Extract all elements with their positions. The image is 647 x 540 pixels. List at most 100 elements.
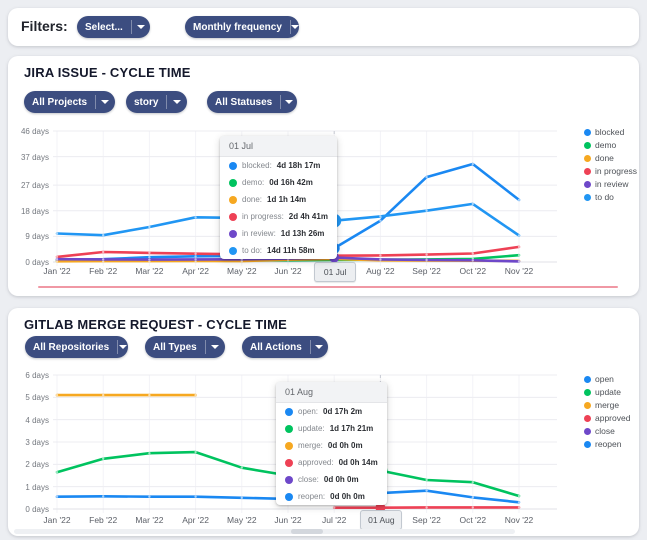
tooltip-row: blocked: 4d 18h 17m (220, 157, 337, 174)
tooltip-series-name: to do: (242, 246, 263, 255)
gitlab-types-label: All Types (153, 341, 197, 353)
gitlab-actions-label: All Actions (250, 341, 302, 353)
legend-item-close[interactable]: close (584, 426, 630, 436)
y-axis-label: 1 days (25, 482, 49, 492)
data-point (194, 258, 197, 261)
legend-label: open (595, 374, 614, 384)
tooltip-series-dot (229, 229, 237, 238)
tooltip-series-name: update: (298, 424, 325, 433)
data-point (471, 481, 474, 484)
jira-projects-dropdown[interactable]: All Projects (24, 91, 115, 113)
data-point (102, 258, 105, 261)
tooltip-series-name: reopen: (298, 492, 326, 501)
legend-dot (584, 167, 591, 175)
legend-label: approved (595, 413, 631, 423)
data-point (471, 496, 474, 499)
jira-statuses-dropdown[interactable]: All Statuses (207, 91, 297, 113)
data-point (240, 466, 243, 469)
tooltip-series-value: 1d 1h 14m (267, 195, 307, 204)
tooltip-header: 01 Jul (220, 136, 337, 157)
tooltip-row: in progress: 2d 4h 41m (220, 208, 337, 225)
x-axis-label: Feb '22 (89, 515, 118, 525)
legend-item-approved[interactable]: approved (584, 413, 630, 423)
legend-item-in-progress[interactable]: in progress (584, 166, 637, 176)
tooltip-row: reopen: 0d 0h 0m (276, 488, 387, 505)
x-axis-label: Jun '22 (274, 266, 302, 276)
legend-label: done (595, 153, 614, 163)
gitlab-actions-dropdown[interactable]: All Actions (242, 336, 328, 358)
jira-cycle-time-card: JIRA ISSUE - CYCLE TIME All Projects sto… (8, 56, 639, 296)
chart-tooltip: 01 Aug open: 0d 17h 2m update: 1d 17h 21m mer… (276, 382, 387, 505)
tooltip-series-value: 14d 11h 58m (267, 246, 315, 255)
legend-dot (584, 128, 591, 136)
data-point (517, 494, 521, 498)
divider (309, 340, 311, 354)
legend-item-open[interactable]: open (584, 374, 630, 384)
tooltip-series-name: in progress: (242, 212, 284, 221)
legend-item-to-do[interactable]: to do (584, 192, 637, 202)
tooltip-series-dot (285, 441, 293, 450)
y-axis-label: 2 days (25, 460, 49, 470)
legend-dot (584, 388, 591, 396)
tooltip-row: open: 0d 17h 2m (276, 403, 387, 420)
legend-item-blocked[interactable]: blocked (584, 127, 637, 137)
x-axis-label: Apr '22 (182, 515, 209, 525)
tooltip-series-value: 1d 13h 26m (280, 229, 325, 238)
legend-item-update[interactable]: update (584, 387, 630, 397)
y-axis-label: 18 days (20, 206, 49, 216)
chevron-down-icon (118, 345, 128, 349)
data-point (55, 260, 59, 263)
filters-label: Filters: (21, 18, 68, 34)
horizontal-scrollbar-track (14, 529, 515, 534)
gitlab-types-dropdown[interactable]: All Types (145, 336, 225, 358)
tooltip-row: merge: 0d 0h 0m (276, 437, 387, 454)
legend-dot (584, 401, 591, 409)
data-point (379, 258, 382, 261)
legend-label: demo (595, 140, 617, 150)
legend-item-reopen[interactable]: reopen (584, 439, 630, 449)
data-point (425, 506, 428, 509)
frequency-dropdown[interactable]: Monthly frequency (185, 16, 299, 38)
legend-item-in-review[interactable]: in review (584, 179, 637, 189)
tooltip-series-dot (229, 212, 237, 221)
horizontal-scrollbar-thumb[interactable] (291, 529, 323, 534)
divider (280, 95, 282, 109)
data-point (102, 393, 105, 397)
data-point (102, 234, 105, 237)
tooltip-row: update: 1d 17h 21m (276, 420, 387, 437)
filter-select-dropdown[interactable]: Select... (77, 16, 150, 38)
data-point (148, 251, 151, 255)
chevron-down-icon (167, 100, 187, 104)
data-point (102, 495, 105, 498)
jira-cycle-time-chart[interactable]: 0 days 9 days 18 days 27 days 37 days 46 days… (8, 56, 639, 296)
y-axis-label: 0 days (25, 258, 49, 267)
legend-label: close (595, 426, 615, 436)
chevron-down-icon (96, 100, 115, 104)
y-axis-label: 27 days (20, 181, 49, 191)
data-point (517, 506, 521, 509)
legend-item-merge[interactable]: merge (584, 400, 630, 410)
jira-issue-type-dropdown[interactable]: story (126, 91, 187, 113)
data-point (425, 489, 428, 492)
legend-dot (584, 375, 591, 383)
legend-dot (584, 193, 591, 201)
chevron-down-icon (132, 25, 150, 29)
data-point (194, 393, 197, 397)
gitlab-repositories-dropdown[interactable]: All Repositories (25, 336, 128, 358)
gitlab-cycle-time-chart[interactable]: 0 days 1 days 2 days 3 days 4 days 5 days 6 da… (8, 308, 639, 536)
data-point (471, 506, 474, 509)
divider (204, 340, 206, 354)
legend-item-demo[interactable]: demo (584, 140, 637, 150)
tooltip-series-name: blocked: (242, 161, 272, 170)
tooltip-series-value: 4d 18h 17m (276, 161, 321, 170)
legend-item-done[interactable]: done (584, 153, 637, 163)
data-point (55, 232, 59, 235)
tooltip-series-value: 0d 17h 2m (323, 407, 363, 416)
data-point (55, 255, 59, 259)
data-point (379, 219, 382, 222)
x-axis-label: Sep '22 (412, 266, 441, 276)
data-point (148, 225, 151, 229)
tooltip-series-name: merge: (298, 441, 323, 450)
data-point (55, 470, 59, 474)
data-point (517, 245, 521, 249)
